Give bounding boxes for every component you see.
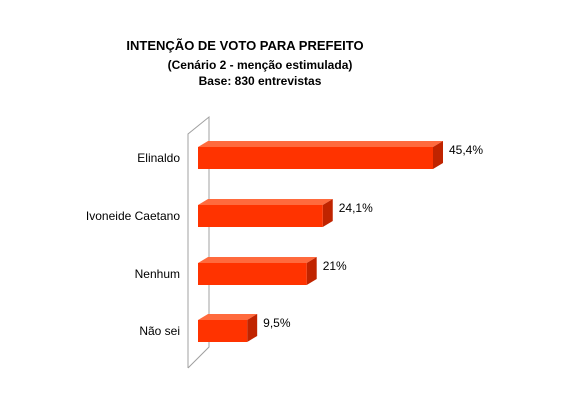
- value-label: 9,5%: [263, 316, 291, 330]
- bar-front-face: [198, 263, 307, 285]
- bar-side-face: [322, 199, 333, 227]
- value-label: 24,1%: [339, 201, 373, 215]
- bar-front-face: [198, 205, 323, 227]
- bar-2: [198, 257, 317, 285]
- axis-wall: [187, 115, 210, 369]
- bar-side-face: [433, 141, 443, 169]
- bar-top-face: [198, 257, 317, 263]
- category-label: Não sei: [139, 324, 180, 338]
- category-axis: [187, 115, 210, 369]
- value-label: 21%: [323, 259, 347, 273]
- value-label: 45,4%: [449, 143, 483, 157]
- bar-side-face: [247, 314, 258, 342]
- category-label: Ivoneide Caetano: [86, 209, 180, 223]
- bar-side-face: [306, 257, 317, 285]
- bar-top-face: [198, 314, 258, 320]
- bar-top-face: [198, 141, 443, 147]
- category-label: Elinaldo: [137, 151, 180, 165]
- chart-base-note: Base: 830 entrevistas: [199, 74, 322, 88]
- category-label: Nenhum: [135, 267, 180, 281]
- value-labels: 45,4% 24,1% 21% 9,5%: [263, 143, 483, 330]
- bar-front-face: [198, 147, 433, 169]
- category-labels: Elinaldo Ivoneide Caetano Nenhum Não sei: [86, 151, 180, 338]
- chart-subtitle: (Cenário 2 - menção estimulada): [168, 58, 353, 72]
- bar-1: [198, 199, 333, 227]
- chart-title: INTENÇÃO DE VOTO PARA PREFEITO: [126, 38, 363, 53]
- bars-group: [198, 141, 443, 342]
- bar-front-face: [198, 320, 248, 342]
- bar-0: [198, 141, 443, 169]
- bar-3: [198, 314, 258, 342]
- bar-top-face: [198, 199, 333, 205]
